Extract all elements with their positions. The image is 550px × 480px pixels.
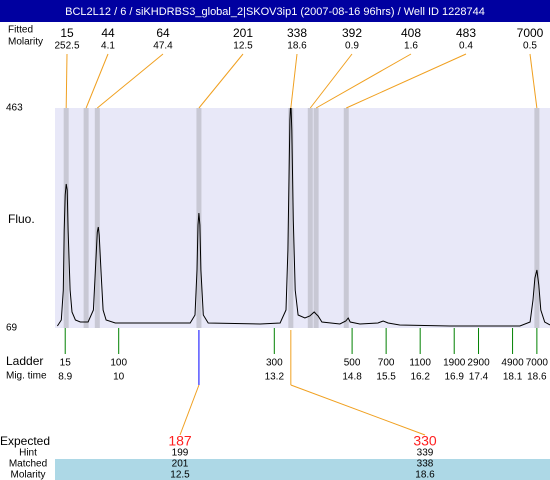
ladder-size: 7000 bbox=[526, 358, 549, 369]
matched-value: 201 bbox=[172, 459, 189, 470]
peak-size: 15 bbox=[60, 26, 74, 40]
peak-molarity: 252.5 bbox=[54, 41, 79, 52]
mig-label: Mig. time bbox=[6, 371, 47, 382]
peak-stripe bbox=[63, 108, 69, 328]
header-bar bbox=[0, 0, 550, 22]
ladder-time: 13.2 bbox=[265, 372, 285, 383]
ladder-label: Ladder bbox=[6, 354, 43, 368]
peak-size: 44 bbox=[101, 26, 115, 40]
leader-line bbox=[529, 53, 538, 109]
leader-line bbox=[309, 53, 353, 109]
row-label: Molarity bbox=[8, 37, 43, 48]
peak-molarity: 0.5 bbox=[523, 41, 537, 52]
hint-value: 339 bbox=[417, 448, 434, 459]
ladder-size: 1100 bbox=[409, 358, 431, 369]
ladder-time: 16.9 bbox=[444, 372, 464, 383]
expected-value: 330 bbox=[413, 433, 437, 449]
ladder-size: 700 bbox=[378, 358, 395, 369]
row-label: Matched bbox=[9, 459, 47, 470]
row-label: Hint bbox=[19, 448, 37, 459]
leader-line bbox=[65, 53, 68, 109]
peak-molarity: 18.6 bbox=[287, 41, 307, 52]
ladder-time: 10 bbox=[113, 372, 125, 383]
y-tick-label: 69 bbox=[6, 323, 18, 334]
peak-stripe bbox=[94, 108, 100, 328]
hint-value: 199 bbox=[172, 448, 189, 459]
ladder-size: 15 bbox=[60, 358, 72, 369]
leader-line bbox=[346, 53, 467, 109]
ladder-size: 4900 bbox=[501, 358, 524, 369]
peak-stripe bbox=[534, 108, 540, 328]
trace bbox=[56, 108, 550, 327]
peak-molarity: 47.4 bbox=[153, 41, 173, 52]
peak-size: 483 bbox=[456, 26, 476, 40]
peak-size: 7000 bbox=[517, 26, 544, 40]
peak-molarity: 12.5 bbox=[233, 41, 253, 52]
leader-line bbox=[96, 53, 164, 109]
ladder-size: 2900 bbox=[467, 358, 490, 369]
peak-stripe bbox=[83, 108, 89, 328]
leader-line bbox=[315, 53, 412, 109]
ladder-time: 14.8 bbox=[342, 372, 362, 383]
peak-molarity: 0.9 bbox=[345, 41, 359, 52]
ladder-size: 300 bbox=[266, 358, 283, 369]
peak-stripe bbox=[313, 108, 319, 328]
ladder-time: 17.4 bbox=[469, 372, 489, 383]
molarity-value: 18.6 bbox=[415, 470, 435, 480]
peak-stripe bbox=[343, 108, 349, 328]
expected-leader bbox=[290, 384, 426, 436]
ladder-time: 15.5 bbox=[376, 372, 396, 383]
y-axis-label: Fluo. bbox=[8, 212, 35, 226]
leader-line bbox=[85, 53, 109, 109]
expected-value: 187 bbox=[168, 433, 192, 449]
peak-molarity: 1.6 bbox=[404, 41, 418, 52]
peak-stripe bbox=[288, 108, 294, 328]
peak-molarity: 0.4 bbox=[459, 41, 473, 52]
peak-molarity: 4.1 bbox=[101, 41, 115, 52]
peak-size: 408 bbox=[401, 26, 421, 40]
peak-size: 392 bbox=[342, 26, 362, 40]
row-label: Expected bbox=[0, 434, 50, 448]
y-tick-label: 463 bbox=[6, 103, 23, 114]
peak-stripe bbox=[307, 108, 313, 328]
ladder-time: 18.1 bbox=[503, 372, 523, 383]
header-title: BCL2L12 / 6 / siKHDRBS3_global_2|SKOV3ip… bbox=[65, 6, 485, 18]
row-label: Fitted bbox=[8, 25, 33, 36]
molarity-value: 12.5 bbox=[170, 470, 190, 480]
trace-group bbox=[56, 108, 550, 327]
ladder-time: 16.2 bbox=[410, 372, 430, 383]
peak-size: 338 bbox=[287, 26, 307, 40]
ladder-size: 500 bbox=[344, 358, 361, 369]
ladder-time: 8.9 bbox=[58, 372, 72, 383]
peak-size: 64 bbox=[156, 26, 170, 40]
row-label: Molarity bbox=[10, 470, 45, 480]
ladder-size: 1900 bbox=[443, 358, 466, 369]
peak-size: 201 bbox=[233, 26, 253, 40]
ladder-size: 100 bbox=[110, 358, 127, 369]
leader-line bbox=[198, 53, 244, 109]
matched-band bbox=[55, 459, 550, 480]
ladder-time: 18.6 bbox=[527, 372, 547, 383]
expected-leader bbox=[179, 384, 200, 436]
leader-line bbox=[290, 53, 298, 109]
plot-area bbox=[55, 108, 550, 328]
matched-value: 338 bbox=[417, 459, 434, 470]
